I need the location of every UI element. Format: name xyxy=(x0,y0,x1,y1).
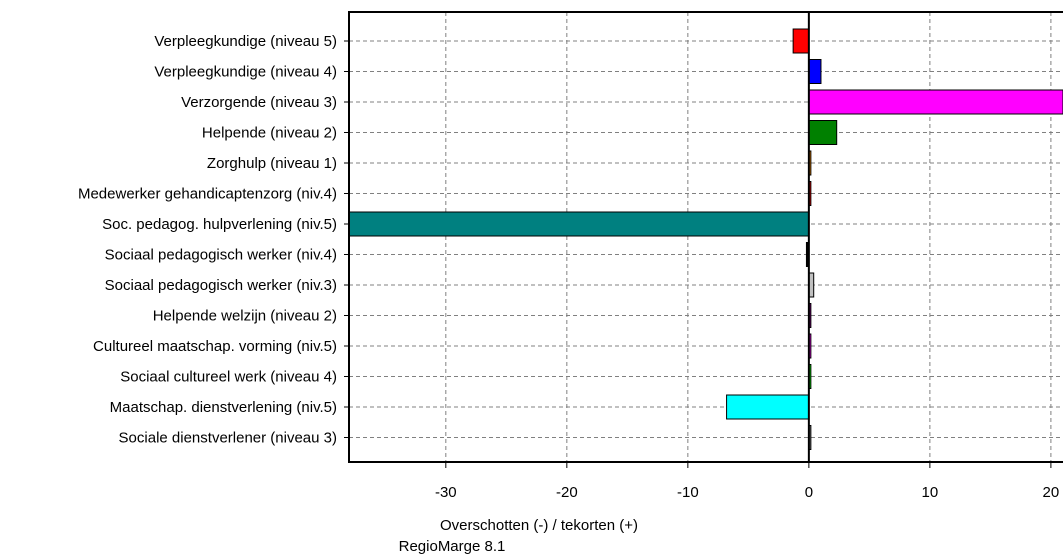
x-axis-ticks: -30 -20 -10 0 10 20 xyxy=(344,40,1060,501)
bar xyxy=(726,394,810,420)
category-label: Soc. pedagog. hulpverlening (niv.5) xyxy=(102,216,337,233)
x-tick-label: -20 xyxy=(556,484,578,501)
category-label: Medewerker gehandicaptenzorg (niv.4) xyxy=(78,186,337,203)
category-label: Verzorgende (niveau 3) xyxy=(181,94,337,111)
bars xyxy=(348,28,1063,450)
x-tick-label: -30 xyxy=(435,484,457,501)
bar xyxy=(808,59,822,84)
category-label: Zorghulp (niveau 1) xyxy=(207,155,337,172)
category-label: Helpende (niveau 2) xyxy=(202,125,337,142)
category-label: Sociaal pedagogisch werker (niv.4) xyxy=(105,247,337,264)
footer-text: RegioMarge 8.1 xyxy=(399,538,506,555)
bar xyxy=(808,120,838,145)
category-label: Verpleegkundige (niveau 5) xyxy=(154,33,337,50)
category-label: Helpende welzijn (niveau 2) xyxy=(153,308,337,325)
grid-lines xyxy=(349,12,1063,462)
x-tick-label: 10 xyxy=(922,484,939,501)
category-labels: Verpleegkundige (niveau 5) Verpleegkundig… xyxy=(78,33,337,447)
category-label: Sociale dienstverlener (niveau 3) xyxy=(119,430,337,447)
x-tick-label: -10 xyxy=(677,484,699,501)
category-label: Cultureel maatschap. vorming (niv.5) xyxy=(93,338,337,355)
category-label: Sociaal cultureel werk (niveau 4) xyxy=(120,369,337,386)
bar xyxy=(348,211,810,237)
x-axis-title: Overschotten (-) / tekorten (+) xyxy=(440,517,638,534)
plot-frame xyxy=(348,11,1063,463)
category-label: Sociaal pedagogisch werker (niv.3) xyxy=(105,277,337,294)
bar xyxy=(808,89,1063,115)
category-label: Maatschap. dienstverlening (niv.5) xyxy=(110,399,337,416)
bar xyxy=(792,28,810,54)
x-tick-label: 0 xyxy=(805,484,813,501)
category-label: Verpleegkundige (niveau 4) xyxy=(154,64,337,81)
x-tick-label: 20 xyxy=(1043,484,1060,501)
